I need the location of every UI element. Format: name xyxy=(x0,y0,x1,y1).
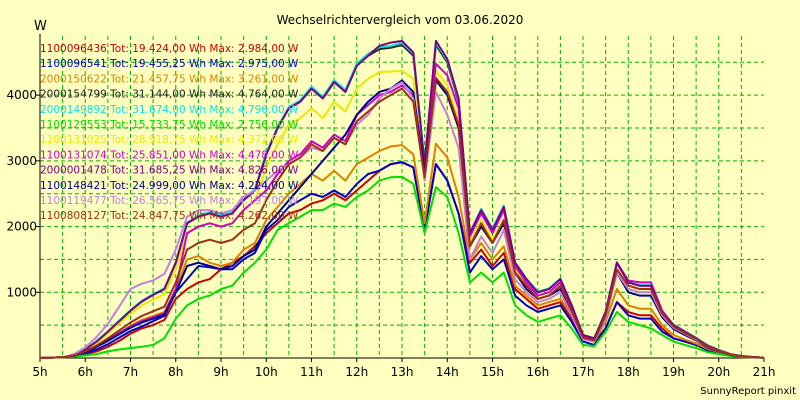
legend-entry-1100096541: 1100096541 Tot: 19.455,25 Wh Max: 2.975,… xyxy=(40,58,299,70)
x-tick-label: 21h xyxy=(753,365,776,379)
x-tick-label: 9h xyxy=(213,365,228,379)
legend-entry-2000001478: 2000001478 Tot: 31.685,25 Wh Max: 4.826,… xyxy=(40,165,299,177)
x-tick-label: 20h xyxy=(707,365,730,379)
chart-title: Wechselrichtervergleich vom 03.06.2020 xyxy=(277,13,524,27)
x-tick-label: 7h xyxy=(123,365,138,379)
legend-entry-2000154799: 2000154799 Tot: 31.144,00 Wh Max: 4.764,… xyxy=(40,89,299,101)
legend-entry-1100131025: 1100131025 Tot: 28.918,75 Wh Max: 4.372,… xyxy=(40,134,299,146)
axes: 1000 2000 3000 4000 5h 6h 7h 8h 9h 10h 11h 12h 13h 14… xyxy=(6,34,775,379)
y-tick-label: 1000 xyxy=(6,285,37,299)
grid xyxy=(40,36,764,358)
series-line-1100119477 xyxy=(39,81,765,359)
y-tick-label: 3000 xyxy=(6,154,37,168)
x-tick-label: 13h xyxy=(391,365,414,379)
legend-entry-1100131074: 1100131074 Tot: 25.851,00 Wh Max: 4.478,… xyxy=(40,149,299,161)
legend-entry-1100129553: 1100129553 Tot: 15.733,75 Wh Max: 2.756,… xyxy=(40,119,299,131)
credit-text: SunnyReport pinxit xyxy=(700,386,796,397)
series-line-1100129553 xyxy=(39,175,765,359)
legend-entry-2000150622: 2000150622 Tot: 21.457,75 Wh Max: 3.261,… xyxy=(40,73,299,85)
series-line-1100148421 xyxy=(39,79,765,359)
x-tick-label: 16h xyxy=(526,365,549,379)
series-line-1100808127 xyxy=(39,76,765,359)
legend-entry-2000149892: 2000149892 Tot: 31.674,00 Wh Max: 4.796,… xyxy=(40,104,299,116)
x-tick-label: 5h xyxy=(32,365,47,379)
x-tick-label: 17h xyxy=(572,365,595,379)
x-tick-label: 14h xyxy=(436,365,459,379)
legend-entry-1100808127: 1100808127 Tot: 24.847,75 Wh Max: 4.262,… xyxy=(40,210,299,222)
y-tick-label: 4000 xyxy=(6,88,37,102)
y-axis-label: W xyxy=(34,19,47,34)
x-tick-label: 15h xyxy=(481,365,504,379)
x-tick-label: 11h xyxy=(300,365,323,379)
legend: 1100096436 Tot: 19.424,00 Wh Max: 2.984,… xyxy=(40,43,299,222)
series-lines xyxy=(39,39,765,359)
legend-entry-1100148421: 1100148421 Tot: 24.999,00 Wh Max: 4.224,… xyxy=(40,180,299,192)
x-tick-label: 6h xyxy=(78,365,93,379)
x-tick-label: 12h xyxy=(345,365,368,379)
x-tick-label: 10h xyxy=(255,365,278,379)
x-tick-label: 8h xyxy=(168,365,183,379)
x-tick-label: 19h xyxy=(662,365,685,379)
legend-entry-1100119477: 1100119477 Tot: 26.565,75 Wh Max: 4.197,… xyxy=(40,195,299,207)
legend-entry-1100096436: 1100096436 Tot: 19.424,00 Wh Max: 2.984,… xyxy=(40,43,299,55)
y-tick-label: 2000 xyxy=(6,220,37,234)
x-tick-label: 18h xyxy=(617,365,640,379)
series-line-2000001478 xyxy=(39,39,765,359)
